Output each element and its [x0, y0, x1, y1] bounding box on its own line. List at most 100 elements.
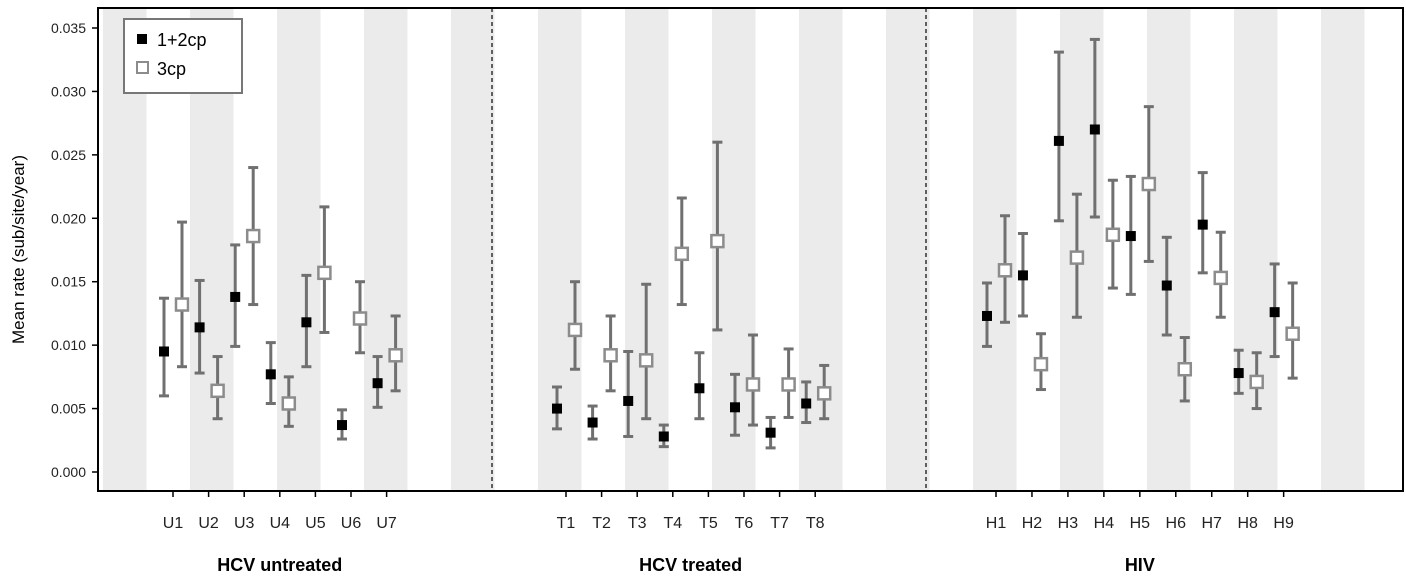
point-1-2cp [694, 383, 705, 394]
point-3cp [174, 297, 190, 312]
point-3cp [1249, 374, 1264, 390]
point-1-2cp [1017, 270, 1028, 281]
point-3cp [710, 233, 725, 249]
point-1-2cp [230, 291, 241, 302]
group-label: HCV treated [639, 555, 742, 575]
point-1-2cp [372, 378, 383, 389]
stripe [1234, 8, 1278, 491]
stripe [277, 8, 321, 491]
y-tick-label: 0.020 [51, 210, 86, 226]
point-1-2cp [265, 369, 276, 380]
y-axis: 0.000 0.005 0.010 0.015 0.020 0.025 0.030 0.035 [51, 20, 98, 480]
y-tick-label: 0.010 [51, 337, 86, 353]
point-1-2cp [801, 398, 812, 409]
point-3cp [745, 377, 761, 392]
x-tick-label: U2 [198, 515, 219, 532]
point-1-2cp [982, 310, 992, 321]
point-1-2cp [1161, 280, 1172, 291]
y-tick-label: 0.000 [51, 464, 86, 480]
legend-label: 1+2cp [157, 30, 207, 50]
point-1-2cp [301, 317, 312, 328]
legend-marker-open [136, 61, 149, 74]
point-3cp [1069, 250, 1085, 265]
x-tick-label: T7 [770, 515, 789, 532]
stripe [1147, 8, 1191, 491]
point-3cp [1213, 270, 1228, 286]
point-1-2cp [1053, 135, 1064, 146]
stripe [364, 8, 408, 491]
legend: 1+2cp 3cp [123, 18, 243, 94]
stripe [451, 8, 495, 491]
point-3cp [997, 263, 1013, 278]
point-1-2cp [1269, 307, 1280, 318]
point-1-2cp [1089, 124, 1100, 135]
legend-box [123, 18, 243, 94]
point-3cp [674, 246, 690, 262]
point-1-2cp [658, 431, 669, 442]
x-tick-label: U4 [270, 515, 291, 532]
point-1-2cp [1125, 231, 1136, 242]
point-3cp [638, 353, 654, 368]
point-1-2cp [623, 395, 634, 406]
y-tick-label: 0.030 [51, 83, 86, 99]
plot-frame [97, 7, 1404, 492]
errorbar [177, 220, 187, 369]
x-tick-label: U5 [305, 515, 326, 532]
point-3cp [1177, 361, 1193, 377]
x-tick-label: T6 [735, 515, 754, 532]
x-tick-label: H4 [1094, 515, 1115, 532]
x-tick-label: U3 [234, 515, 255, 532]
point-3cp [352, 311, 368, 326]
x-tick-label: T1 [557, 515, 576, 532]
group-label: HIV [1125, 555, 1155, 575]
group-dividers [491, 8, 927, 491]
x-tick-label: H1 [986, 515, 1007, 532]
x-tick-label: H3 [1058, 515, 1079, 532]
y-tick-label: 0.035 [51, 20, 86, 36]
point-1-2cp [730, 402, 740, 413]
x-tick-label: T5 [699, 515, 718, 532]
x-tick-label: T2 [592, 515, 611, 532]
stripe [973, 8, 1017, 491]
x-tick-label: H8 [1237, 515, 1258, 532]
point-3cp [1285, 326, 1300, 341]
x-tick-label: U6 [341, 515, 362, 532]
point-3cp [816, 386, 832, 401]
y-tick-label: 0.005 [51, 401, 86, 417]
point-1-2cp [587, 417, 598, 428]
point-3cp [317, 265, 332, 281]
point-1-2cp [552, 403, 562, 414]
point-1-2cp [194, 322, 205, 333]
y-axis-title: Mean rate (sub/site/year) [9, 155, 28, 344]
x-tick-label: T8 [806, 515, 825, 532]
y-tick-label: 0.025 [51, 147, 86, 163]
point-3cp [781, 377, 796, 392]
stripe [1060, 8, 1104, 491]
point-3cp [245, 228, 261, 244]
point-3cp [1141, 176, 1157, 192]
group-label: HCV untreated [217, 555, 342, 575]
point-3cp [603, 348, 618, 363]
stripe [886, 8, 930, 491]
x-tick-label: T3 [628, 515, 647, 532]
errorbar [641, 282, 652, 421]
x-axis: U1 U2 U3 U4 U5 U6 U7 HCV untreated T1 T2 T3 T4 T5 T6 T… [163, 491, 1294, 575]
point-3cp [567, 322, 583, 338]
x-tick-label: H5 [1130, 515, 1151, 532]
point-1-2cp [1233, 368, 1244, 379]
x-tick-label: U1 [163, 515, 184, 532]
stripe [538, 8, 582, 491]
point-1-2cp [159, 346, 169, 357]
point-1-2cp [765, 427, 776, 438]
x-tick-label: H2 [1022, 515, 1043, 532]
legend-label: 3cp [157, 59, 186, 79]
point-3cp [210, 383, 225, 399]
point-1-2cp [1197, 219, 1208, 230]
x-tick-label: H6 [1166, 515, 1187, 532]
x-tick-label: H7 [1202, 515, 1223, 532]
point-3cp [1033, 356, 1049, 372]
x-tick-label: T4 [663, 515, 682, 532]
x-tick-label: U7 [376, 515, 397, 532]
stripe [1321, 8, 1365, 491]
